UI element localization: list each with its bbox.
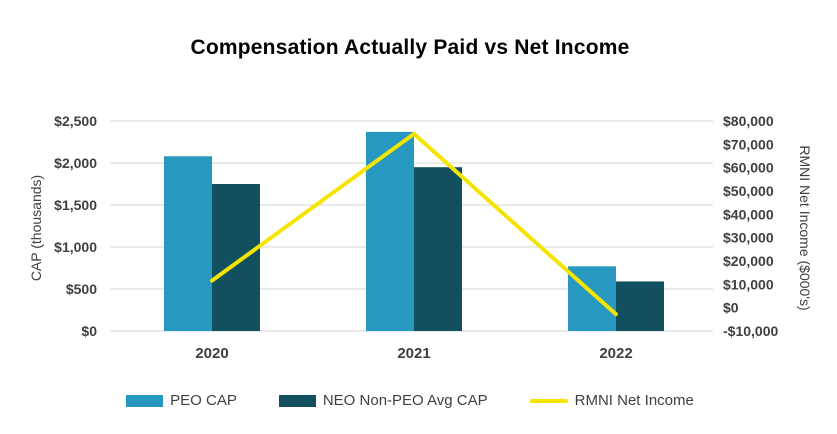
right-axis-tick: $10,000 bbox=[723, 276, 774, 292]
legend-swatch-bar bbox=[126, 394, 164, 407]
legend: PEO CAP NEO Non-PEO Avg CAP RMNI Net Incom… bbox=[0, 392, 820, 409]
right-axis-tick: $50,000 bbox=[723, 183, 774, 199]
net-income-line bbox=[210, 131, 618, 317]
left-axis-tick: $1,000 bbox=[54, 239, 97, 255]
x-axis-label-2021: 2021 bbox=[397, 345, 430, 362]
left-axis-tick: $2,000 bbox=[54, 155, 97, 171]
left-axis-tick: $500 bbox=[66, 281, 97, 297]
legend-label: PEO CAP bbox=[170, 392, 237, 409]
legend-item: NEO Non-PEO Avg CAP bbox=[278, 392, 488, 409]
chart-title: Compensation Actually Paid vs Net Income bbox=[190, 36, 630, 59]
right-axis-tick: $60,000 bbox=[723, 160, 774, 176]
left-axis-tick: $1,500 bbox=[54, 197, 97, 213]
x-axis-label-2022: 2022 bbox=[599, 345, 632, 362]
legend-swatch-line bbox=[529, 398, 568, 403]
right-axis-tick: $40,000 bbox=[723, 206, 774, 222]
right-axis-tick: $80,000 bbox=[723, 113, 774, 129]
bar-peo-cap-2020 bbox=[164, 156, 212, 331]
bar-neo-avg-cap-2020 bbox=[212, 184, 260, 331]
right-axis-tick: $70,000 bbox=[723, 136, 774, 152]
legend-item: RMNI Net Income bbox=[529, 392, 694, 409]
right-axis-tick: $30,000 bbox=[723, 230, 774, 246]
right-axis-tick: $20,000 bbox=[723, 253, 774, 269]
right-axis-tick: -$10,000 bbox=[723, 323, 778, 339]
left-axis-tick: $2,500 bbox=[54, 113, 97, 129]
left-axis-tick: $0 bbox=[81, 323, 97, 339]
legend-item: PEO CAP bbox=[126, 392, 237, 409]
legend-swatch-bar bbox=[278, 394, 316, 407]
right-axis-tick: $0 bbox=[723, 300, 739, 316]
legend-label: NEO Non-PEO Avg CAP bbox=[322, 392, 488, 409]
bar-neo-avg-cap-2022 bbox=[616, 281, 664, 331]
legend-label: RMNI Net Income bbox=[574, 392, 694, 409]
x-axis-label-2020: 2020 bbox=[195, 345, 228, 362]
bar-neo-avg-cap-2021 bbox=[414, 167, 462, 331]
